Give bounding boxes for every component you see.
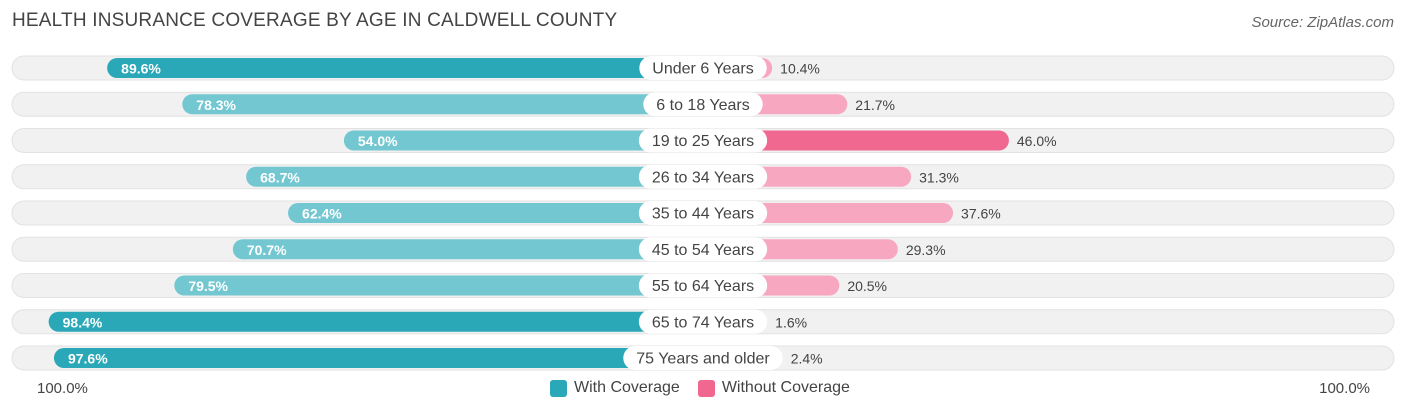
source-credit: Source: ZipAtlas.com [1251,14,1394,31]
value-label-with: 62.4% [302,206,342,222]
category-label: 35 to 44 Years [652,206,754,223]
bar-with-coverage[interactable] [343,130,703,151]
category-label: 19 to 25 Years [652,133,754,150]
category-pill [639,56,767,80]
value-label-without: 37.6% [961,206,1001,222]
category-pill [638,237,768,262]
legend-label-without: Without Coverage [721,379,850,396]
bar-with-coverage[interactable] [232,239,703,260]
category-label: 26 to 34 Years [652,169,754,186]
legend: With Coverage Without Coverage [550,379,868,397]
legend-swatch-with [550,379,567,397]
value-label-with: 54.0% [358,133,398,149]
value-label-with: 89.6% [121,61,161,77]
axis-right-label: 100.0% [1319,380,1370,397]
category-label: 65 to 74 Years [652,314,754,331]
bar-with-coverage[interactable] [288,203,703,223]
bar-with-coverage[interactable] [107,58,703,78]
category-pill [638,309,768,334]
value-label-without: 21.7% [855,97,895,113]
value-label-without: 46.0% [1017,133,1057,149]
bar-with-coverage[interactable] [48,311,703,332]
value-label-without: 29.3% [906,242,946,258]
bar-with-coverage[interactable] [182,94,703,115]
axis-left-label: 100.0% [37,380,88,397]
chart-title: HEALTH INSURANCE COVERAGE BY AGE IN CALD… [12,10,618,31]
category-label: 6 to 18 Years [656,97,749,114]
legend-swatch-without [697,379,715,397]
value-label-without: 1.6% [775,314,807,330]
category-label: 55 to 64 Years [652,278,754,295]
category-pill [643,92,763,117]
bar-with-coverage[interactable] [53,348,703,368]
category-label: 75 Years and older [636,351,770,368]
category-pill [638,164,768,189]
legend-item-with-coverage[interactable]: With Coverage [550,379,680,397]
legend-item-without-coverage[interactable]: Without Coverage [697,379,850,397]
value-label-with: 78.3% [196,97,236,113]
bar-with-coverage[interactable] [246,166,703,187]
legend-label-with: With Coverage [574,379,680,396]
value-label-without: 2.4% [791,351,823,367]
category-pill [638,273,768,298]
value-label-with: 97.6% [68,351,108,367]
value-label-with: 98.4% [63,314,103,330]
bar-without-coverage[interactable] [703,130,1009,151]
value-label-without: 20.5% [847,278,887,294]
category-label: Under 6 Years [652,61,753,78]
category-pill [638,201,768,225]
value-label-with: 68.7% [260,169,300,185]
category-label: 45 to 54 Years [652,242,754,259]
bar-with-coverage[interactable] [174,275,703,296]
value-label-with: 79.5% [188,278,228,294]
category-pill [623,346,783,370]
category-pill [638,128,768,153]
value-label-without: 31.3% [919,169,959,185]
value-label-with: 70.7% [247,242,287,258]
value-label-without: 10.4% [780,61,820,77]
